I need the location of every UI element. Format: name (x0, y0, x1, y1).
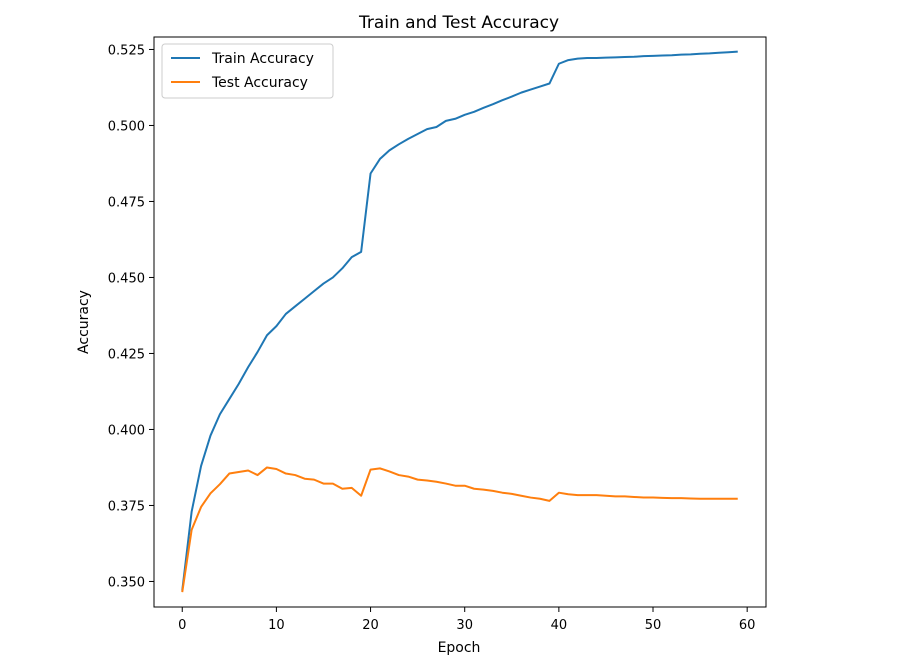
y-tick-label: 0.425 (108, 347, 145, 362)
y-tick-label: 0.525 (108, 43, 145, 58)
x-axis-label: Epoch (438, 640, 481, 656)
y-tick-label: 0.475 (108, 195, 145, 210)
chart-title: Train and Test Accuracy (358, 13, 559, 33)
x-axis: 0 10 20 30 40 50 60 (178, 607, 755, 633)
series-line-test (181, 466, 738, 593)
x-tick-label: 10 (268, 618, 285, 633)
x-tick-label: 30 (456, 618, 473, 633)
series-line-train (181, 50, 738, 591)
x-tick-label: 60 (739, 618, 756, 633)
series-layer (181, 50, 738, 593)
y-tick-label: 0.350 (108, 575, 145, 590)
x-tick-label: 0 (178, 618, 186, 633)
y-tick-label: 0.450 (108, 271, 145, 286)
legend-label: Test Accuracy (211, 75, 308, 91)
y-axis-label: Accuracy (76, 290, 92, 354)
plot-area (153, 36, 767, 608)
legend-box (161, 43, 334, 99)
plot-frame (153, 36, 767, 608)
y-tick-label: 0.400 (108, 423, 145, 438)
chart-legend: Train Accuracy Test Accuracy (161, 43, 334, 99)
x-tick-label: 20 (362, 618, 379, 633)
legend-label: Train Accuracy (211, 51, 314, 67)
x-tick-label: 40 (551, 618, 568, 633)
y-axis: 0.350 0.375 0.400 0.425 0.450 0.475 0.500 0.525 (108, 43, 154, 590)
y-tick-label: 0.375 (108, 499, 145, 514)
y-tick-label: 0.500 (108, 119, 145, 134)
x-tick-label: 50 (645, 618, 662, 633)
